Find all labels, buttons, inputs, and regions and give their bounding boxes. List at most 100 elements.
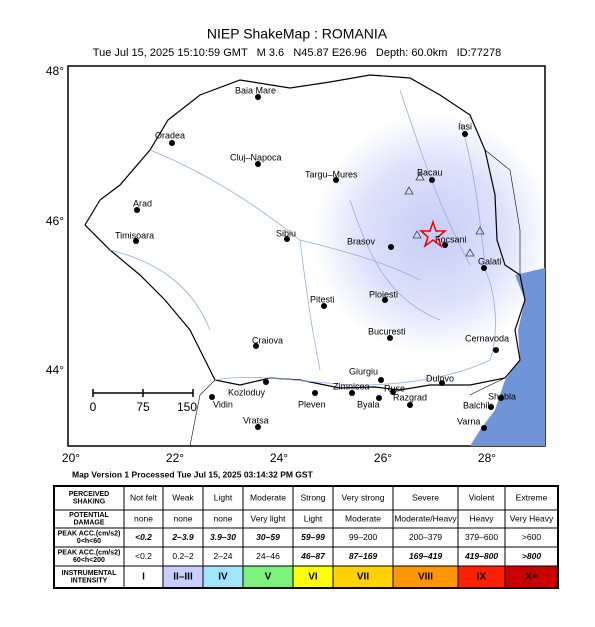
stations [404, 172, 485, 257]
city-label: Pleven [298, 399, 326, 409]
table-text: II–III [173, 572, 193, 583]
table-text: Not felt [130, 492, 158, 502]
city-label: Oradea [155, 130, 185, 140]
city-label: Bacau [417, 167, 443, 177]
city-dot [493, 347, 499, 353]
table-text: Moderate/Heavy [394, 513, 457, 523]
city-dot [321, 303, 327, 309]
city-dot [253, 343, 259, 349]
city-label: Ruse [384, 383, 405, 393]
city-label: Brasov [347, 236, 376, 246]
subtitle: Tue Jul 15, 2025 15:10:59 GMT M 3.6 N45.… [93, 47, 501, 59]
lon-label: 28° [478, 451, 496, 465]
border [84, 74, 526, 391]
city-dot [488, 404, 494, 410]
table-text: VIII [418, 572, 433, 583]
city-dot [481, 425, 487, 431]
table-text: <0.2 [135, 532, 152, 542]
table-text: IV [218, 572, 228, 583]
table-text: Moderate [345, 513, 381, 523]
city-label: Targu–Mures [305, 169, 358, 179]
city-dot [498, 395, 504, 401]
table-text: >800 [522, 551, 541, 561]
table-text: 46–87 [300, 551, 326, 561]
scale-label: 0 [90, 400, 97, 414]
city-label: Varna [457, 416, 480, 426]
city-dot [284, 236, 290, 242]
city-dot [349, 390, 355, 396]
city-dot [255, 424, 261, 430]
footer: Map Version 1 Processed Tue Jul 15, 2025… [72, 469, 314, 479]
city-dot [133, 238, 139, 244]
city-dot [442, 242, 448, 248]
row-label: POTENTIAL [69, 512, 109, 519]
city-dot [439, 380, 445, 386]
row-label: PEAK ACC.(cm/s2) [58, 550, 121, 557]
table-text: 2–3.9 [171, 532, 194, 542]
table-text: 419–800 [464, 551, 498, 561]
city-dot [263, 379, 269, 385]
city-label: Cernavoda [465, 333, 509, 343]
city-dot [382, 297, 388, 303]
city-dot [312, 390, 318, 396]
city-label: Giurgiu [349, 366, 378, 376]
city-label: Sibiu [276, 228, 296, 238]
table-text: Light [214, 492, 233, 502]
city-dot [390, 389, 396, 395]
table-text: <0.2 [135, 551, 152, 561]
scale-label: 75 [136, 400, 150, 414]
city-label: Timisoara [115, 230, 154, 240]
city-dot [388, 244, 394, 250]
table-text: Light [304, 513, 323, 523]
city-label: Arad [133, 198, 152, 208]
table-text: 59–99 [301, 532, 325, 542]
table-text: Very strong [342, 492, 385, 502]
table-text: Extreme [516, 492, 548, 502]
city-label: Iasi [458, 121, 472, 131]
table-text: X+ [525, 572, 538, 583]
city-label: Baia Mare [235, 85, 276, 95]
table-text: Strong [300, 492, 325, 502]
table-text: Heavy [469, 513, 494, 523]
city-label: Razgrad [393, 392, 427, 402]
scale-bar [92, 389, 194, 397]
table-text: Violent [469, 492, 495, 502]
table-text: Very Heavy [510, 513, 554, 523]
table-text: 24–46 [256, 551, 280, 561]
table-text: Severe [412, 492, 439, 502]
city-dot [376, 395, 382, 401]
table-text: VII [357, 572, 369, 583]
table-text: 200–379 [409, 532, 442, 542]
city-dot [481, 265, 487, 271]
epicenter [418, 219, 448, 249]
city-label: Ploiesti [369, 289, 398, 299]
lon-label: 24° [270, 451, 288, 465]
city-label: Vidin [213, 399, 233, 409]
city-label: Zimnicea [333, 381, 370, 391]
lon-label: 22° [166, 451, 184, 465]
city-label: Shabla [488, 391, 516, 401]
table-text: 99–200 [349, 532, 378, 542]
table-text: 0.2–2 [172, 551, 194, 561]
row-label: INSTRUMENTAL [62, 570, 117, 577]
city-dot [429, 177, 435, 183]
lat-label: 44° [46, 363, 64, 377]
city-dot [255, 94, 261, 100]
city-dot [333, 177, 339, 183]
city-dot [134, 207, 140, 213]
table-text: V [265, 572, 272, 583]
table-text: none [214, 513, 233, 523]
row-label: 0<h<60 [77, 538, 101, 545]
city-label: Balchik [463, 400, 493, 410]
row-label: SHAKING [73, 499, 106, 506]
city-dot [387, 335, 393, 341]
lat-label: 48° [46, 64, 64, 78]
table-text: Weak [172, 492, 194, 502]
lon-label: 20° [62, 451, 80, 465]
sea [470, 268, 545, 446]
table-text: none [174, 513, 193, 523]
table-border [53, 485, 559, 589]
title: NIEP ShakeMap : ROMANIA [207, 26, 388, 42]
table-text: 3.9–30 [210, 532, 236, 542]
